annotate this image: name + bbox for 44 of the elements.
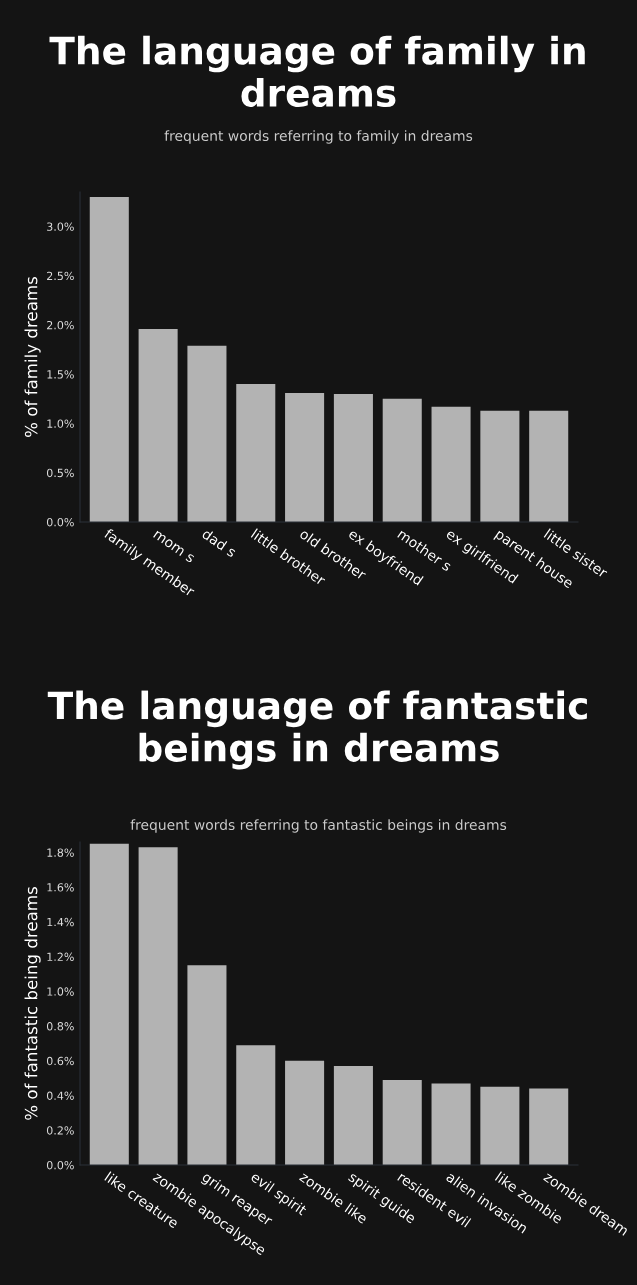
bar xyxy=(529,1088,569,1165)
y-tick-label: 1.2% xyxy=(47,952,74,961)
y-axis-title: % of fantastic being dreams xyxy=(24,887,41,1120)
bar xyxy=(285,392,325,522)
bar xyxy=(529,410,569,522)
chart-title: The language of fantastic beings in dreams xyxy=(47,690,587,770)
y-tick-label: 0.2% xyxy=(46,1126,74,1135)
bar xyxy=(431,406,471,522)
y-tick-label: 3.0% xyxy=(47,222,74,231)
y-tick-label: 2.0% xyxy=(47,320,74,330)
y-tick-label: 1.6% xyxy=(47,883,74,892)
x-tick-label: dad s xyxy=(201,527,238,558)
y-tick-label: 0.0% xyxy=(46,1160,74,1170)
chart-subtitle: frequent words referring to fantastic beings in dreams xyxy=(130,819,507,833)
y-tick-label: 0.0% xyxy=(46,517,74,527)
y-tick-label: 0.5% xyxy=(46,468,74,478)
bar xyxy=(89,196,129,522)
y-tick-label: 1.4% xyxy=(47,917,74,927)
bar xyxy=(285,1060,325,1165)
y-tick-label: 1.5% xyxy=(47,370,74,379)
bar xyxy=(431,1083,471,1165)
bar xyxy=(382,398,422,522)
y-tick-label: 1.8% xyxy=(47,848,74,857)
bar xyxy=(333,1066,373,1165)
bar xyxy=(236,384,276,522)
bar xyxy=(333,393,373,522)
y-tick-label: 0.4% xyxy=(46,1091,74,1100)
bar xyxy=(480,410,520,522)
y-tick-label: 2.5% xyxy=(47,271,74,281)
bar xyxy=(187,965,227,1165)
y-tick-label: 1.0% xyxy=(47,987,74,996)
bar xyxy=(89,843,129,1165)
chart-subtitle: frequent words referring to family in dreams xyxy=(164,130,473,144)
y-axis-title: % of family dreams xyxy=(24,276,41,437)
y-tick-label: 1.0% xyxy=(47,419,74,428)
bar xyxy=(236,1045,276,1165)
bar xyxy=(187,345,227,522)
bar xyxy=(382,1079,422,1165)
chart-title: The language of family in dreams xyxy=(49,35,585,108)
bar xyxy=(138,328,178,522)
y-tick-label: 0.8% xyxy=(46,1022,74,1031)
bar xyxy=(138,847,178,1165)
bar xyxy=(480,1086,520,1165)
y-tick-label: 0.6% xyxy=(46,1056,74,1066)
